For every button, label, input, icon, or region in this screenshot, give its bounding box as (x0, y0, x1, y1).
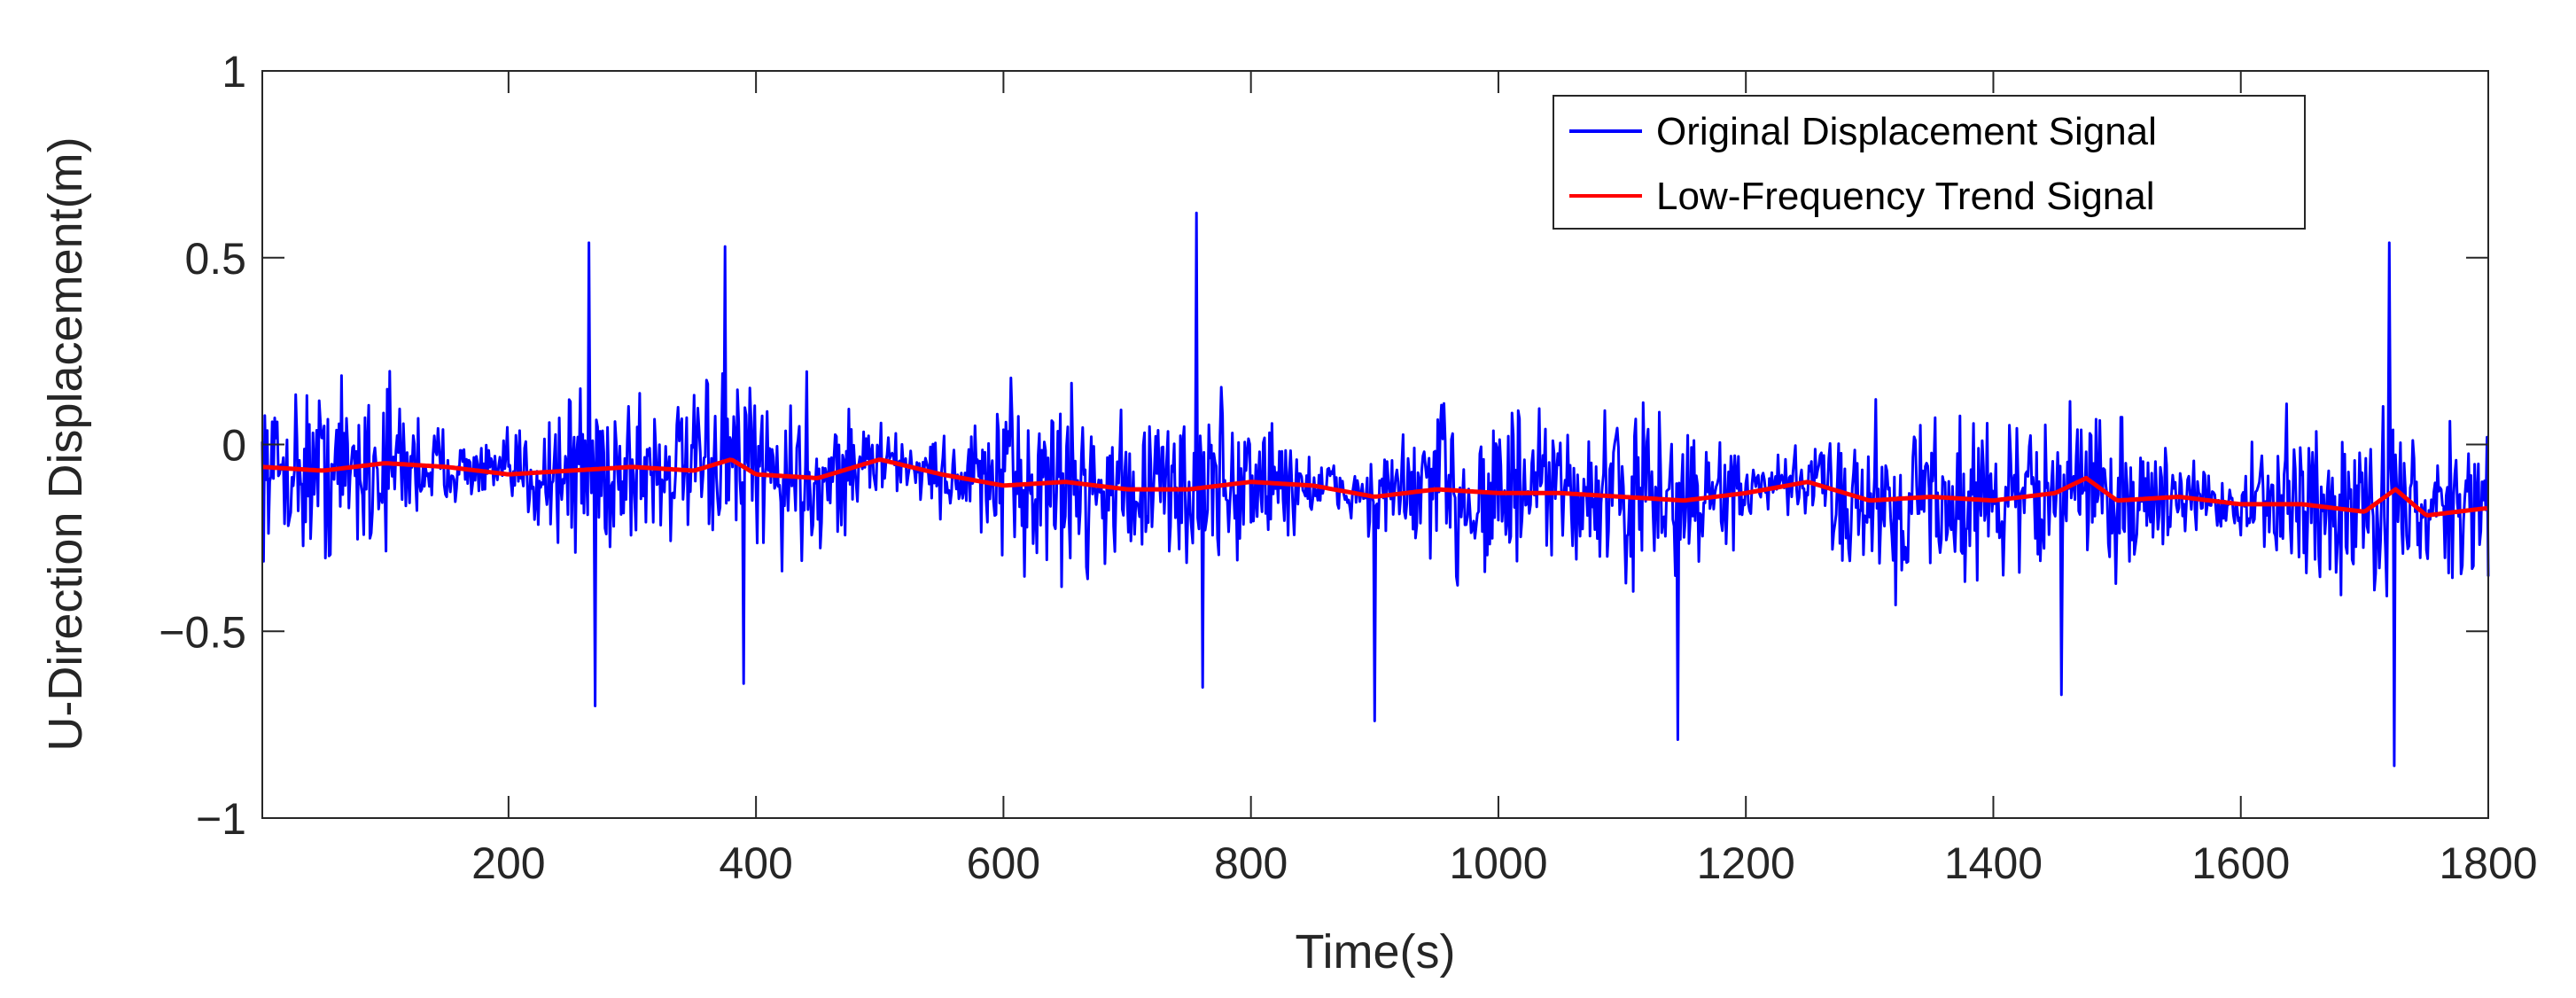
legend: Original Displacement Signal Low-Frequen… (1553, 95, 2306, 230)
x-tick-label: 1800 (2439, 838, 2537, 888)
x-axis-ticks: 200 400 600 800 1000 1200 1400 1600 1800 (471, 71, 2538, 888)
y-tick-label: 1 (222, 47, 246, 97)
x-tick-label: 1000 (1449, 838, 1547, 888)
low-frequency-trend-line (261, 457, 2487, 518)
legend-box (1553, 95, 2306, 230)
y-axis-label: U-Direction Displacement(m) (39, 136, 92, 751)
y-tick-label: −0.5 (159, 607, 246, 657)
x-tick-label: 400 (719, 838, 792, 888)
legend-label-original: Original Displacement Signal (1656, 110, 2157, 153)
y-tick-label: −1 (196, 794, 246, 844)
series-low-frequency-trend (261, 457, 2487, 518)
x-tick-label: 1600 (2191, 838, 2290, 888)
x-tick-label: 1400 (1944, 838, 2043, 888)
y-axis-ticks: 1 0.5 0 −0.5 −1 (159, 47, 2488, 844)
legend-label-trend: Low-Frequency Trend Signal (1656, 175, 2155, 218)
x-tick-label: 600 (967, 838, 1040, 888)
x-tick-label: 1200 (1697, 838, 1795, 888)
series-original-displacement (261, 211, 2490, 768)
x-tick-label: 800 (1214, 838, 1288, 888)
original-displacement-line (261, 211, 2490, 768)
x-tick-label: 200 (471, 838, 545, 888)
y-tick-label: 0 (222, 421, 246, 471)
y-tick-label: 0.5 (184, 234, 246, 284)
x-axis-label: Time(s) (1296, 925, 1456, 979)
